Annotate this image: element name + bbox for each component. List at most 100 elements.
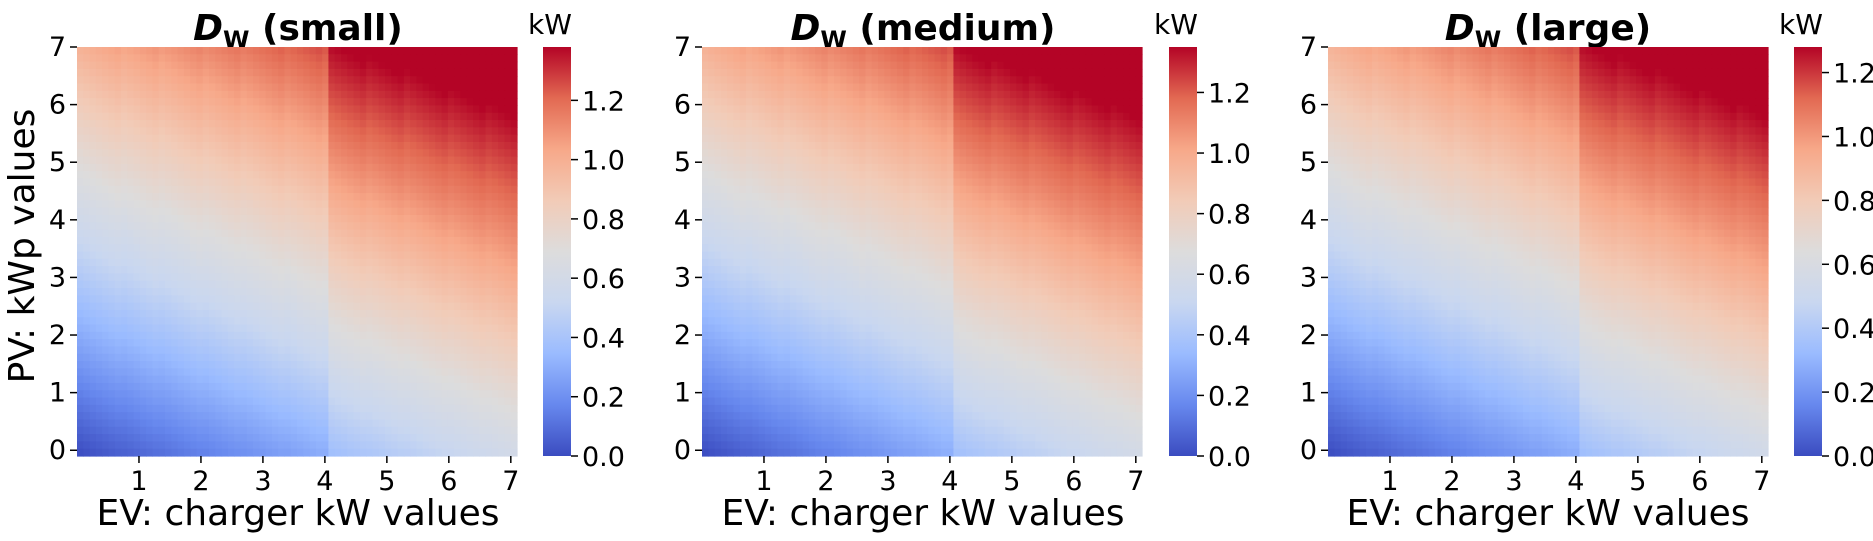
heatmap-cell: [802, 134, 810, 143]
heatmap-cell: [347, 258, 355, 267]
heatmap-cell: [852, 134, 860, 143]
heatmap-cell: [177, 171, 185, 180]
heatmap-cell: [708, 54, 716, 63]
heatmap-cell: [278, 302, 286, 311]
heatmap-cell: [297, 156, 304, 165]
heatmap-cell: [1047, 61, 1055, 70]
heatmap-cell: [498, 295, 506, 304]
heatmap-cell: [454, 397, 462, 406]
heatmap-cell: [972, 68, 980, 77]
heatmap-cell: [422, 346, 430, 355]
heatmap-cell: [1104, 83, 1112, 92]
heatmap-cell: [328, 331, 336, 340]
heatmap-cell: [89, 397, 97, 406]
heatmap-cell: [309, 339, 317, 348]
heatmap-cell: [504, 346, 512, 355]
heatmap-cell: [183, 251, 191, 260]
heatmap-cell: [416, 375, 424, 384]
heatmap-cell: [215, 120, 223, 128]
heatmap-cell: [447, 83, 455, 92]
heatmap-cell: [391, 288, 399, 296]
heatmap-cell: [504, 68, 512, 77]
heatmap-cell: [865, 47, 873, 55]
heatmap-cell: [240, 368, 248, 377]
heatmap-cell: [127, 412, 135, 421]
heatmap-cell: [278, 244, 286, 253]
heatmap-cell: [102, 375, 110, 384]
heatmap-cell: [466, 105, 474, 114]
heatmap-cell: [473, 368, 480, 377]
heatmap-cell: [303, 288, 311, 296]
heatmap-cell: [89, 324, 97, 333]
heatmap-cell: [397, 171, 405, 180]
heatmap-cell: [473, 54, 480, 63]
heatmap-cell: [498, 207, 506, 216]
heatmap-cell: [366, 163, 374, 172]
heatmap-cell: [221, 98, 229, 107]
heatmap-cell: [504, 302, 512, 311]
heatmap-cell: [865, 149, 873, 158]
heatmap-cell: [1129, 105, 1137, 114]
heatmap-cell: [429, 61, 436, 70]
heatmap-cell: [473, 288, 480, 296]
heatmap-cell: [385, 397, 392, 406]
heatmap-cell: [410, 295, 418, 304]
heatmap-cell: [290, 419, 298, 428]
heatmap-cell: [290, 331, 298, 340]
heatmap-cell: [322, 163, 330, 172]
heatmap-cell: [347, 280, 355, 289]
heatmap-cell: [341, 222, 348, 231]
heatmap-cell: [297, 441, 304, 450]
heatmap-cell: [510, 222, 518, 231]
heatmap-cell: [878, 47, 885, 55]
heatmap-cell: [171, 149, 179, 158]
heatmap-cell: [95, 368, 103, 377]
heatmap-cell: [1041, 105, 1049, 114]
heatmap-cell: [309, 68, 317, 77]
heatmap-cell: [372, 382, 380, 391]
heatmap-cell: [479, 68, 487, 77]
heatmap-cell: [77, 426, 84, 435]
heatmap-cell: [183, 47, 191, 55]
heatmap-cell: [246, 185, 254, 194]
heatmap-cell: [491, 375, 499, 384]
heatmap-cell: [77, 98, 84, 107]
heatmap-cell: [265, 127, 273, 136]
heatmap-cell: [1010, 61, 1017, 70]
heatmap-cell: [215, 178, 223, 187]
heatmap-cell: [1041, 98, 1049, 107]
heatmap-cell: [196, 134, 204, 143]
heatmap-cell: [808, 134, 816, 143]
heatmap-cell: [334, 426, 342, 435]
heatmap-cell: [397, 368, 405, 377]
heatmap-cell: [315, 258, 323, 267]
heatmap-cell: [322, 375, 330, 384]
heatmap-cell: [473, 331, 480, 340]
heatmap-cell: [271, 127, 279, 136]
heatmap-cell: [466, 83, 474, 92]
heatmap-cell: [485, 295, 493, 304]
heatmap-cell: [429, 127, 436, 136]
heatmap-cell: [215, 229, 223, 238]
heatmap-cell: [246, 324, 254, 333]
heatmap-cell: [871, 90, 879, 99]
heatmap-cell: [504, 353, 512, 362]
heatmap-cell: [727, 61, 735, 70]
heatmap-cell: [139, 98, 147, 107]
heatmap-cell: [133, 90, 141, 99]
heatmap-cell: [441, 120, 449, 128]
heatmap-cell: [1085, 76, 1093, 85]
heatmap-cell: [997, 47, 1005, 55]
heatmap-cell: [485, 207, 493, 216]
heatmap-cell: [95, 361, 103, 369]
heatmap-cell: [284, 404, 292, 413]
heatmap-cell: [177, 105, 185, 114]
heatmap-cell: [378, 229, 386, 238]
heatmap-cell: [265, 141, 273, 150]
heatmap-cell: [447, 90, 455, 99]
heatmap-cell: [315, 309, 323, 318]
heatmap-cell: [278, 390, 286, 399]
heatmap-cell: [190, 83, 198, 92]
heatmap-cell: [878, 61, 885, 70]
heatmap-cell: [491, 434, 499, 442]
